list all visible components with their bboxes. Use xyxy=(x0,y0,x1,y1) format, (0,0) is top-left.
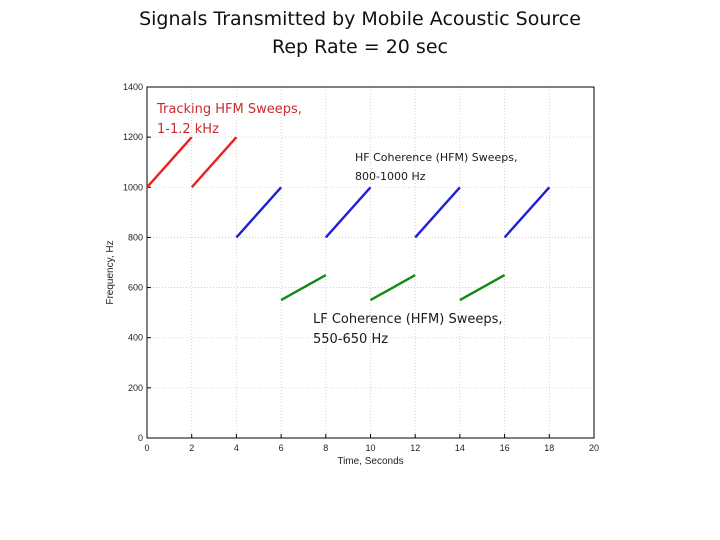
x-tick-label-10: 20 xyxy=(589,443,599,453)
annotation-tracking-line1: Tracking HFM Sweeps, xyxy=(157,102,302,117)
y-tick-label-6: 1200 xyxy=(123,132,143,142)
x-tick-label-2: 4 xyxy=(234,443,239,453)
sweep-line-1-1 xyxy=(324,186,372,239)
x-tick-label-9: 18 xyxy=(544,443,554,453)
x-axis-label: Time, Seconds xyxy=(337,456,403,467)
axis-ticks: 0 2 4 6 8 10 12 14 16 18 2002004006008001000120014… xyxy=(123,82,599,453)
sweep-line-0-0 xyxy=(146,136,193,189)
y-tick-label-7: 1400 xyxy=(123,82,143,92)
x-tick-label-8: 16 xyxy=(500,443,510,453)
x-tick-label-3: 6 xyxy=(279,443,284,453)
annotation-lf-line2: 550-650 Hz xyxy=(313,332,389,347)
y-axis-label: Frequency, Hz xyxy=(105,240,116,304)
annotation-hf-line2: 800-1000 Hz xyxy=(355,170,426,183)
x-tick-label-5: 10 xyxy=(365,443,375,453)
chart-subtitle: Rep Rate = 20 sec xyxy=(272,36,448,58)
x-tick-label-1: 2 xyxy=(189,443,194,453)
x-tick-label-4: 8 xyxy=(323,443,328,453)
sweep-line-1-2 xyxy=(414,186,461,239)
annotation-hf-line1: HF Coherence (HFM) Sweeps, xyxy=(355,151,518,164)
y-tick-label-1: 200 xyxy=(128,383,143,393)
sweep-line-1-0 xyxy=(235,186,282,239)
x-tick-label-6: 12 xyxy=(410,443,420,453)
sweep-line-0-1 xyxy=(190,136,238,189)
annotation-tracking-line2: 1-1.2 kHz xyxy=(157,122,219,137)
annotation-tracking: Tracking HFM Sweeps, 1-1.2 kHz xyxy=(157,100,302,140)
grid xyxy=(147,87,594,438)
sweep-line-2-2 xyxy=(459,273,506,302)
chart-title: Signals Transmitted by Mobile Acoustic S… xyxy=(139,8,581,30)
y-tick-label-5: 1000 xyxy=(123,182,143,192)
y-tick-label-2: 400 xyxy=(128,333,143,343)
x-tick-label-7: 14 xyxy=(455,443,465,453)
series-group xyxy=(146,136,551,302)
y-tick-label-3: 600 xyxy=(128,283,143,293)
y-tick-label-4: 800 xyxy=(128,232,143,242)
sweep-line-2-1 xyxy=(369,273,416,302)
annotation-lf-line1: LF Coherence (HFM) Sweeps, xyxy=(313,312,503,327)
x-tick-label-0: 0 xyxy=(144,443,149,453)
y-tick-label-0: 0 xyxy=(138,433,143,443)
annotation-hf: HF Coherence (HFM) Sweeps, 800-1000 Hz xyxy=(355,148,517,186)
annotation-lf: LF Coherence (HFM) Sweeps, 550-650 Hz xyxy=(313,310,502,350)
sweep-line-2-0 xyxy=(280,273,327,302)
sweep-line-1-3 xyxy=(503,186,551,239)
